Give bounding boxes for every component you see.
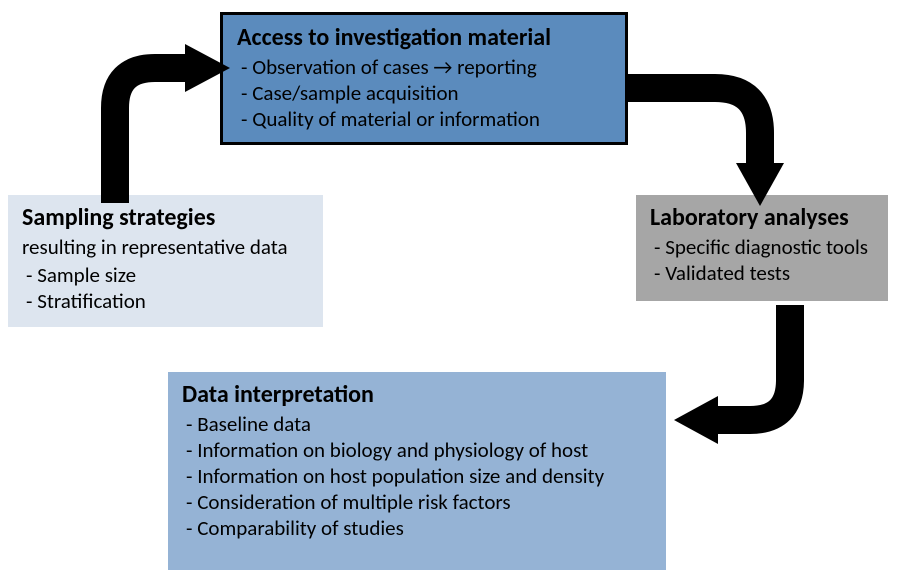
node-data-interpretation: Data interpretation Baseline data Inform… [168, 372, 666, 570]
list-item: Comparability of studies [200, 515, 652, 541]
list-item: Validated tests [668, 260, 874, 286]
arrow-lab-to-interp [660, 300, 850, 470]
list-item: Stratification [40, 288, 309, 314]
node-access-material: Access to investigation material Observa… [220, 12, 628, 145]
list-item: Case/sample acquisition [255, 80, 611, 106]
list-item: Observation of cases → reporting [255, 54, 611, 80]
list-item: Information on host population size and … [200, 463, 652, 489]
node-items: Baseline data Information on biology and… [182, 411, 652, 541]
node-items: Sample size Stratification [22, 262, 309, 314]
node-items: Specific diagnostic tools Validated test… [650, 234, 874, 286]
list-item: Consideration of multiple risk factors [200, 489, 652, 515]
list-item: Specific diagnostic tools [668, 234, 874, 260]
node-items: Observation of cases → reporting Case/sa… [237, 54, 611, 132]
list-item: Quality of material or information [255, 106, 611, 132]
node-subtitle: resulting in representative data [22, 234, 309, 260]
list-item: Sample size [40, 262, 309, 288]
list-item: Information on biology and physiology of… [200, 437, 652, 463]
node-title: Data interpretation [182, 380, 652, 409]
node-sampling-strategies: Sampling strategies resulting in represe… [8, 195, 323, 327]
arrow-access-to-lab [620, 48, 820, 218]
node-title: Access to investigation material [237, 23, 611, 52]
node-title: Laboratory analyses [650, 203, 874, 232]
list-item: Baseline data [200, 411, 652, 437]
node-title: Sampling strategies [22, 203, 309, 232]
node-lab-analyses: Laboratory analyses Specific diagnostic … [636, 195, 888, 301]
